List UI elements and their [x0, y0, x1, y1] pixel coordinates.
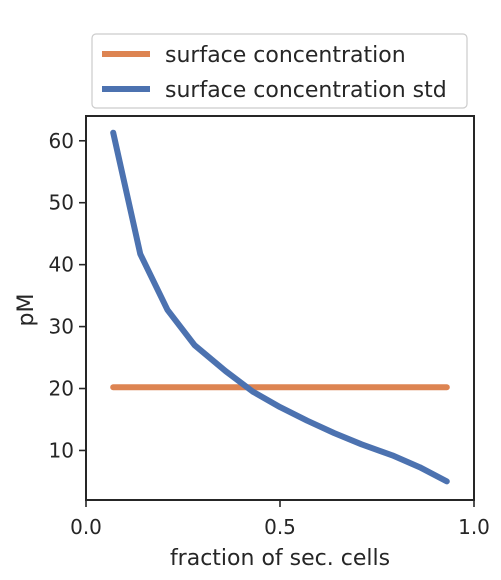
y-tick-label: 40: [49, 253, 74, 277]
y-tick-label: 30: [49, 315, 74, 339]
legend-label-surface-concentration: surface concentration: [165, 43, 406, 68]
y-tick-label: 20: [49, 377, 74, 401]
y-axis-label: pM: [14, 294, 39, 327]
x-tick-label: 0.0: [70, 515, 102, 539]
legend-frame: [91, 33, 468, 109]
series-layer: [110, 129, 450, 485]
tick-layer: 0.0 0.5 1.0 10 20 30 40 50 60: [49, 129, 490, 539]
y-tick-label: 60: [49, 129, 74, 153]
series-line-1: [110, 129, 450, 485]
y-tick-label: 50: [49, 191, 74, 215]
x-tick-label: 0.5: [264, 515, 296, 539]
x-axis-label: fraction of sec. cells: [170, 546, 390, 571]
x-tick-label: 1.0: [458, 515, 490, 539]
legend-label-surface-concentration-std: surface concentration std: [165, 78, 447, 103]
legend: surface concentration surface concentrat…: [91, 33, 468, 109]
y-tick-label: 10: [49, 438, 74, 462]
plot-frame: [85, 115, 475, 501]
